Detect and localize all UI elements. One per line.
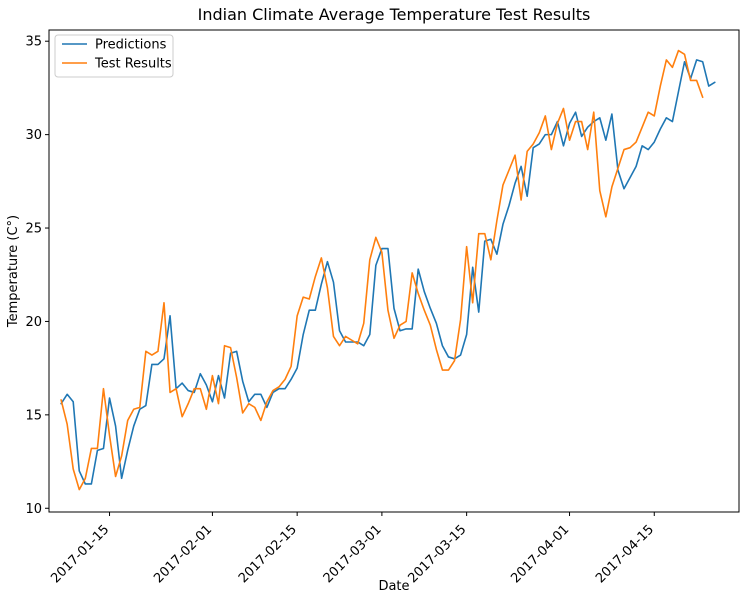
y-axis: 10 15 20 25 30 35 [25,35,49,517]
y-tick-label: 15 [25,408,42,423]
legend-box [54,34,174,78]
series-line-test-results [60,49,704,491]
legend: Predictions Test Results [54,34,174,78]
series-line-predictions [60,59,716,485]
lines-layer [60,49,716,491]
plot-frame [48,29,740,513]
y-tick-label: 25 [25,222,42,237]
legend-label-predictions: Predictions [95,38,167,53]
plot-area [48,29,740,513]
chart-title: Indian Climate Average Temperature Test … [198,5,591,24]
y-tick-label: 10 [25,502,42,517]
x-axis-label: Date [378,579,409,594]
y-tick-label: 30 [25,128,42,143]
legend-label-test-results: Test Results [94,57,172,72]
y-axis-label: Temperature (C°) [6,215,21,328]
y-tick-label: 35 [25,35,42,50]
y-tick-label: 20 [25,315,42,330]
